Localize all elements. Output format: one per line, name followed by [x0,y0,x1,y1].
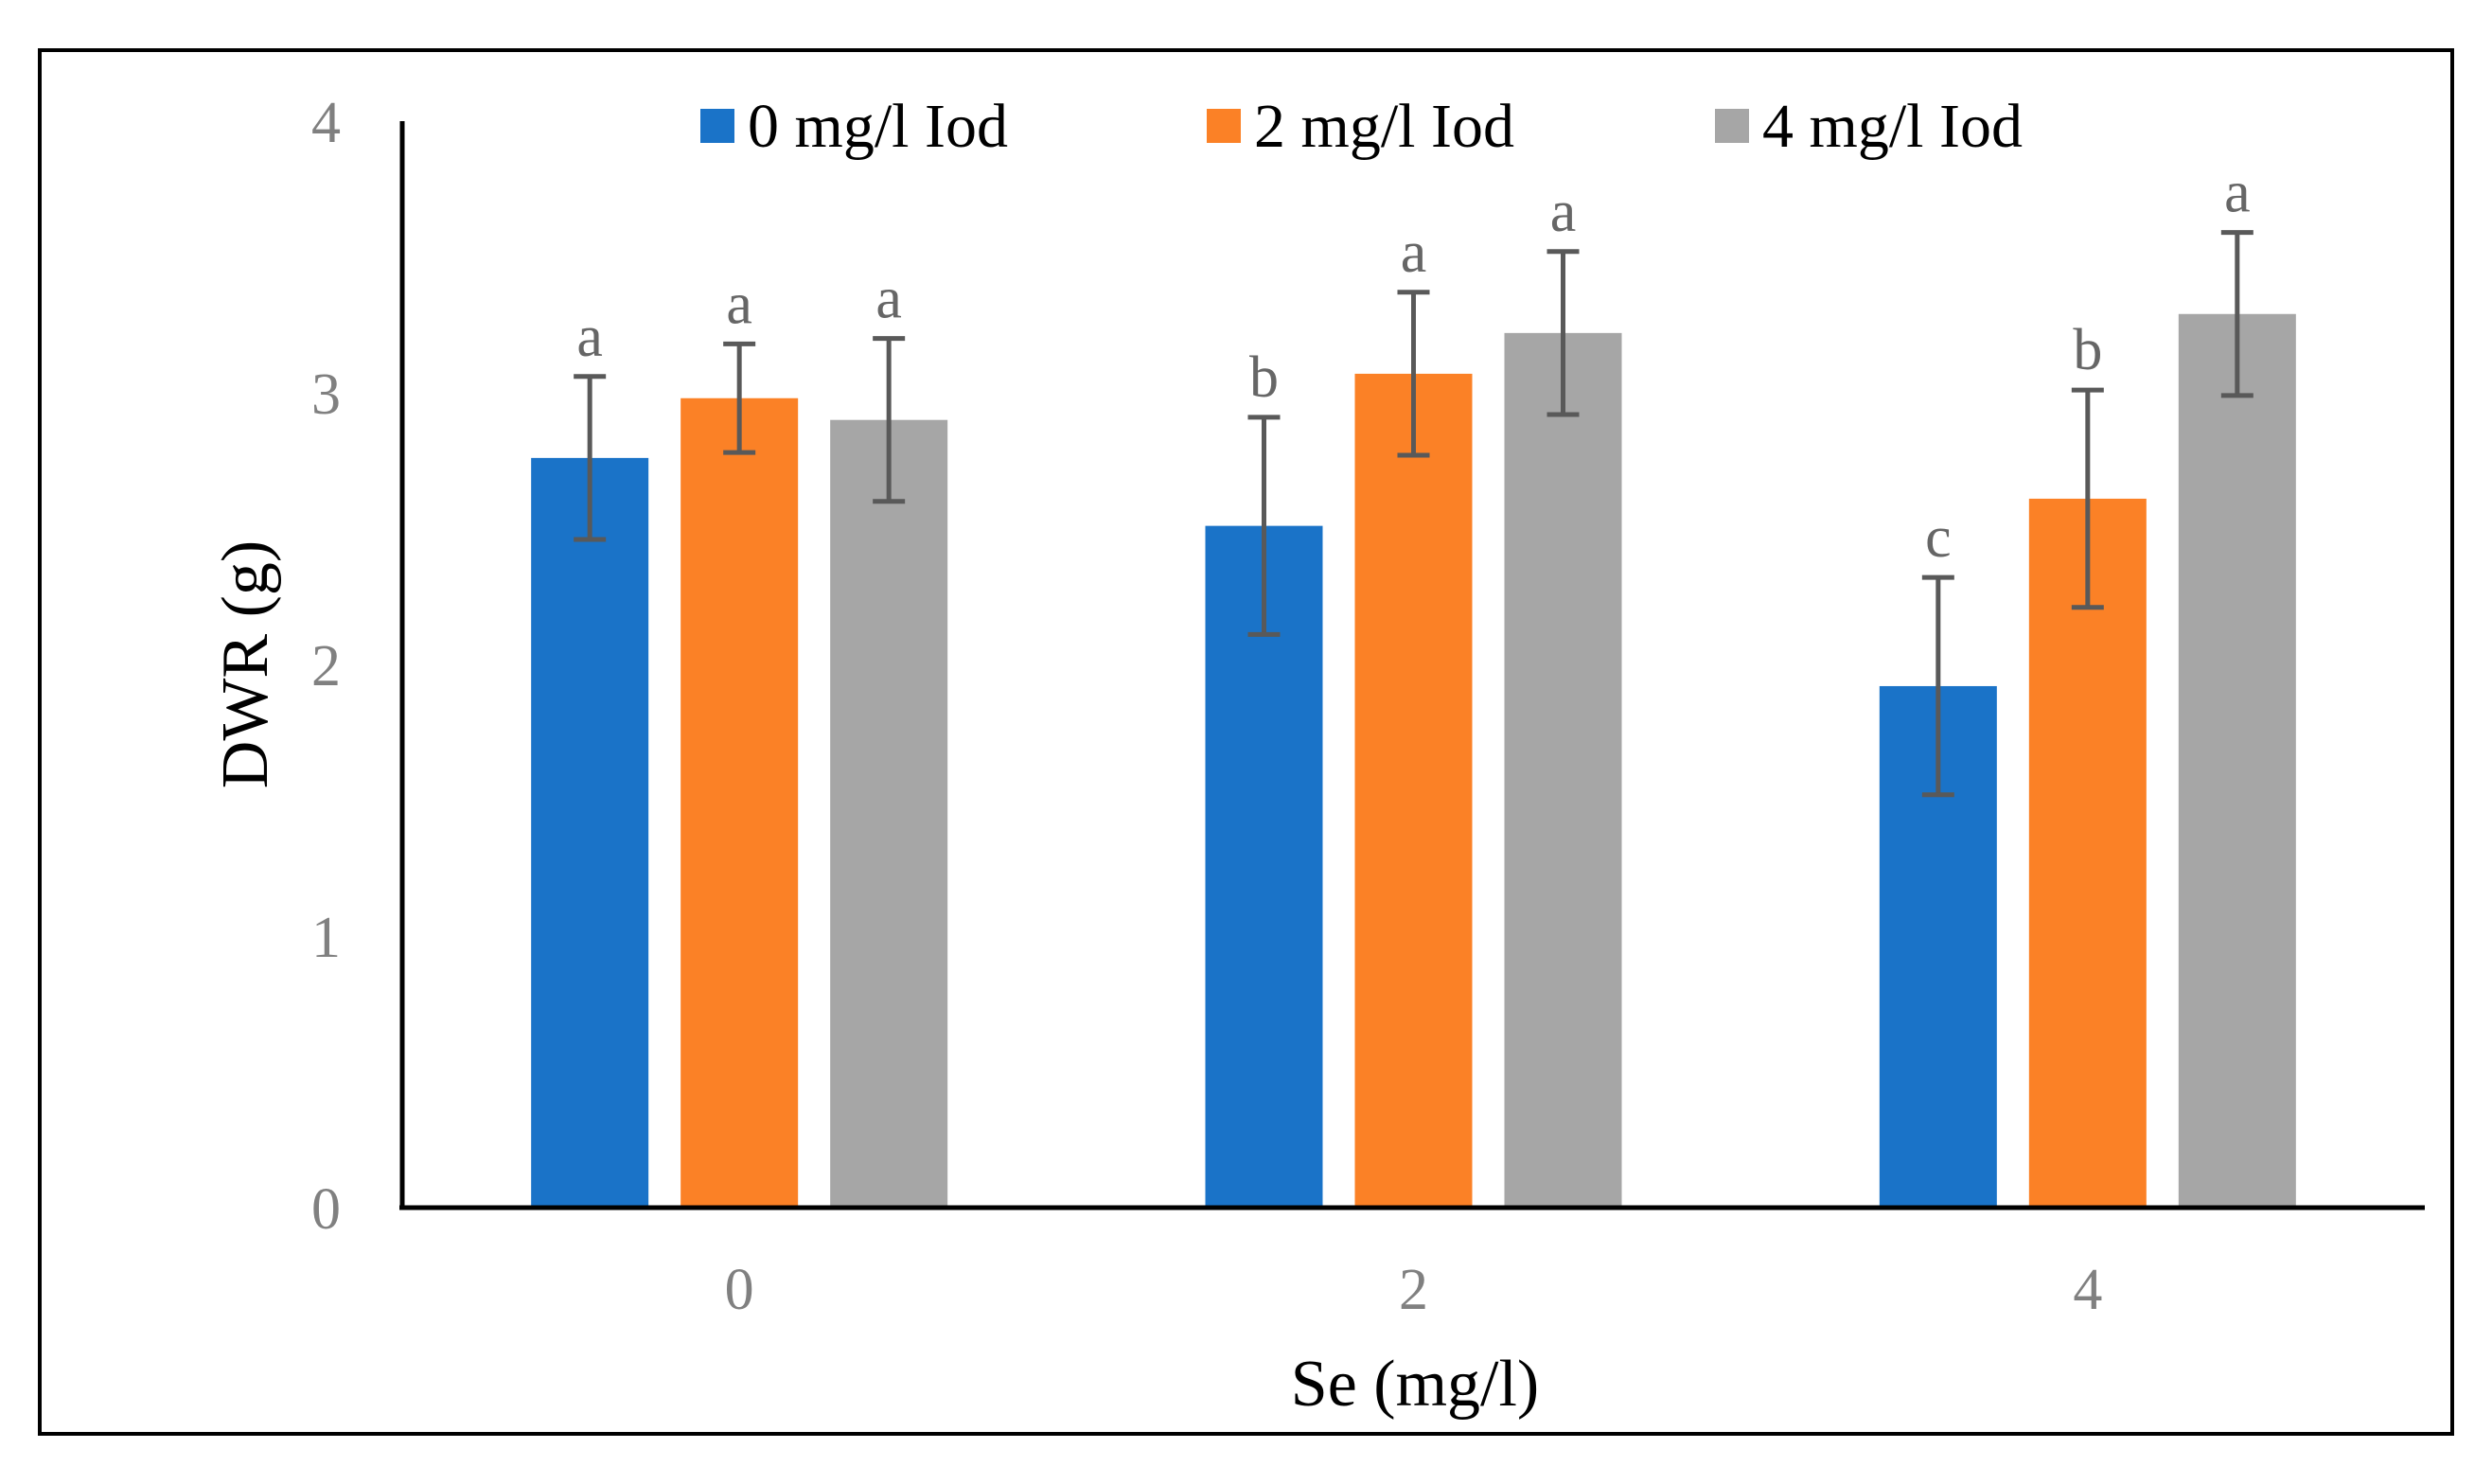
y-tick-label-4: 4 [311,91,341,155]
axes-layer [399,121,2425,1210]
legend-item-2: 4 mg/l Iod [1715,92,2023,161]
bar-series1-cat1 [1354,373,1473,1208]
bar-series2-cat2 [2178,313,2296,1208]
y-tick-label-2: 2 [311,634,341,698]
bar-series2-cat0 [830,419,948,1208]
legend: 0 mg/l Iod 2 mg/l Iod 4 mg/l Iod [700,92,2023,161]
bar-series2-cat1 [1504,332,1622,1208]
x-tick-label-1: 2 [1399,1258,1428,1322]
significance-label-series2-cat2: a [2224,161,2251,225]
bars-layer [531,313,2296,1208]
legend-label-0: 0 mg/l Iod [748,92,1008,161]
y-tick-label-0: 0 [311,1177,341,1242]
error-bar-series1-cat1 [1397,290,1430,458]
significance-label-series2-cat1: a [1550,180,1577,244]
error-bar-series1-cat2 [2071,387,2104,610]
y-tick-labels: 0 1 2 3 4 [311,91,341,1242]
y-tick-label-3: 3 [311,362,341,427]
error-bar-series2-cat2 [2220,230,2253,398]
error-bar-series2-cat0 [873,336,906,504]
error-bar-series0-cat2 [1921,574,1954,798]
y-tick-label-1: 1 [311,906,341,970]
legend-item-0: 0 mg/l Iod [700,92,1008,161]
bar-series0-cat1 [1205,525,1323,1208]
bar-series1-cat0 [680,398,799,1208]
significance-label-series0-cat1: b [1249,345,1279,410]
error-bar-series2-cat1 [1546,249,1580,417]
significance-label-series2-cat0: a [875,267,902,331]
bar-series0-cat0 [531,457,649,1208]
x-tick-labels: 0 2 4 [725,1258,2103,1322]
error-bar-series1-cat0 [723,341,756,455]
error-bar-series0-cat0 [574,374,607,542]
x-axis-title: Se (mg/l) [1291,1348,1539,1421]
legend-swatch-1 [1207,109,1241,143]
error-bar-series0-cat1 [1247,415,1281,637]
error-bars-layer [574,230,2253,798]
significance-label-series1-cat2: b [2073,318,2102,382]
legend-item-1: 2 mg/l Iod [1207,92,1514,161]
legend-label-1: 2 mg/l Iod [1254,92,1514,161]
significance-label-series1-cat0: a [726,272,752,336]
x-tick-label-2: 4 [2073,1258,2102,1322]
legend-label-2: 4 mg/l Iod [1762,92,2023,161]
significance-labels-layer: a b c a a b a a a [576,161,2250,570]
legend-swatch-2 [1715,109,1749,143]
bar-series1-cat2 [2028,498,2147,1208]
legend-swatch-0 [700,109,734,143]
y-axis-title: DWR (g) [209,540,282,788]
significance-label-series1-cat1: a [1401,221,1427,285]
significance-label-series0-cat0: a [576,305,603,369]
x-tick-label-0: 0 [725,1258,754,1322]
significance-label-series0-cat2: c [1925,505,1952,570]
